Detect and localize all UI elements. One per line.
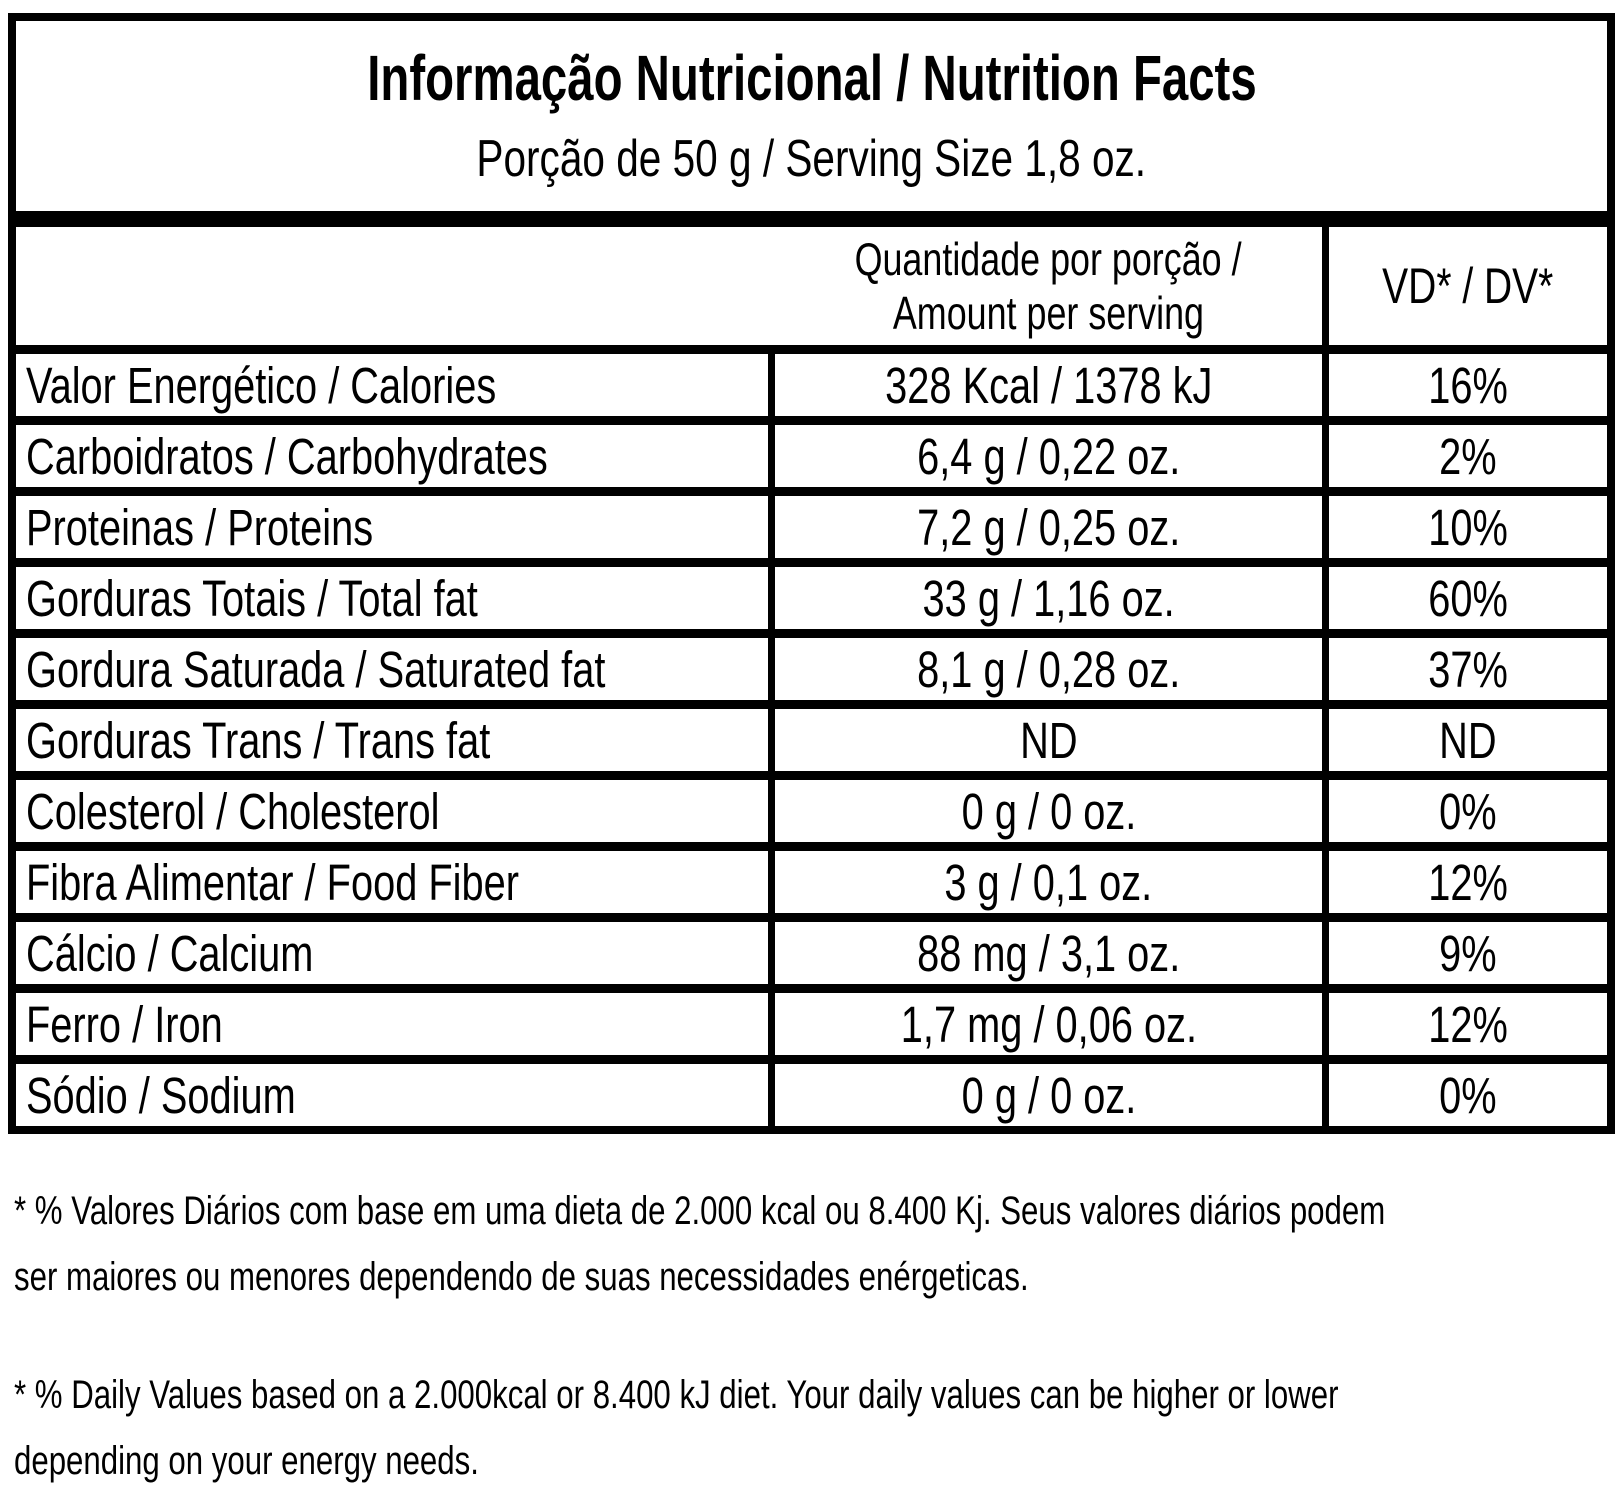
title-box: Informação Nutricional / Nutrition Facts… — [8, 13, 1615, 219]
nutrient-dv: 12% — [1428, 995, 1508, 1053]
table-row: Gorduras Totais / Total fat — [16, 567, 768, 629]
label-title-text: Informação Nutricional / Nutrition Facts — [366, 42, 1257, 115]
nutrient-label: Sódio / Sodium — [26, 1066, 296, 1124]
nutrient-label: Fibra Alimentar / Food Fiber — [26, 853, 520, 911]
header-amount-line1: Quantidade por porção / — [855, 233, 1242, 285]
nutrient-label: Carboidratos / Carbohydrates — [26, 427, 548, 485]
nutrient-dv: 9% — [1439, 924, 1497, 982]
nutrient-dv: 60% — [1428, 569, 1508, 627]
table-row: Cálcio / Calcium — [16, 922, 768, 984]
daily-values-note-pt-line2: ser maiores ou menores dependendo de sua… — [14, 1255, 1029, 1299]
daily-values-note-pt: * % Valores Diários com base em uma diet… — [14, 1178, 1620, 1310]
serving-size: Porção de 50 g / Serving Size 1,8 oz. — [382, 132, 1241, 187]
label-title: Informação Nutricional / Nutrition Facts — [211, 42, 1413, 115]
nutrient-label: Gordura Saturada / Saturated fat — [26, 640, 606, 698]
footnotes: * % Valores Diários com base em uma diet… — [14, 1178, 1620, 1494]
nutrient-amount: 33 g / 1,16 oz. — [922, 569, 1175, 627]
nutrient-dv: ND — [1439, 711, 1497, 769]
nutrient-amount: 8,1 g / 0,28 oz. — [916, 640, 1181, 698]
daily-values-note-en-line1: * % Daily Values based on a 2.000kcal or… — [14, 1373, 1339, 1417]
daily-values-note-en-line2: depending on your energy needs. — [14, 1439, 479, 1483]
serving-size-text: Porção de 50 g / Serving Size 1,8 oz. — [476, 130, 1147, 189]
nutrient-amount: 0 g / 0 oz. — [961, 1066, 1136, 1124]
table-row: Colesterol / Cholesterol — [16, 780, 768, 842]
nutrient-label: Proteinas / Proteins — [26, 498, 374, 556]
nutrient-label: Ferro / Iron — [26, 995, 223, 1053]
nutrient-label: Valor Energético / Calories — [26, 356, 497, 414]
nutrient-dv: 10% — [1428, 498, 1508, 556]
nutrient-amount: 328 Kcal / 1378 kJ — [884, 356, 1213, 414]
table-row: Gordura Saturada / Saturated fat — [16, 638, 768, 700]
table-row: Fibra Alimentar / Food Fiber — [16, 851, 768, 913]
nutrient-label: Colesterol / Cholesterol — [26, 782, 440, 840]
nutrient-amount: 0 g / 0 oz. — [961, 782, 1136, 840]
table-row: Carboidratos / Carbohydrates — [16, 425, 768, 487]
header-amount-line2: Amount per serving — [892, 287, 1205, 339]
daily-values-note-en: * % Daily Values based on a 2.000kcal or… — [14, 1362, 1620, 1494]
table-row: Ferro / Iron — [16, 993, 768, 1055]
table-row: Sódio / Sodium — [16, 1064, 768, 1126]
table-row: Proteinas / Proteins — [16, 496, 768, 558]
nutrient-amount: ND — [1019, 711, 1078, 769]
nutrient-amount: 7,2 g / 0,25 oz. — [916, 498, 1181, 556]
daily-values-note-pt-line1: * % Valores Diários com base em uma diet… — [14, 1189, 1386, 1233]
nutrient-dv: 0% — [1439, 782, 1497, 840]
nutrient-amount: 3 g / 0,1 oz. — [944, 853, 1153, 911]
nutrient-dv: 12% — [1428, 853, 1508, 911]
nutrient-dv: 37% — [1428, 640, 1508, 698]
header-dv-cell: VD* / DV* — [1329, 227, 1607, 345]
table-row: Valor Energético / Calories — [16, 354, 768, 416]
nutrient-dv: 0% — [1439, 1066, 1497, 1124]
nutrient-amount: 6,4 g / 0,22 oz. — [916, 427, 1181, 485]
nutrient-amount: 88 mg / 3,1 oz. — [916, 924, 1181, 982]
nutrient-dv: 16% — [1428, 356, 1508, 414]
header-amount-cell: Quantidade por porção / Amount per servi… — [16, 227, 1322, 345]
header-dv-text: VD* / DV* — [1382, 258, 1554, 314]
nutrient-label: Gorduras Totais / Total fat — [26, 569, 478, 627]
nutrient-dv: 2% — [1439, 427, 1497, 485]
nutrition-table: Quantidade por porção / Amount per servi… — [8, 219, 1615, 1134]
nutrient-label: Cálcio / Calcium — [26, 924, 314, 982]
header-amount: Quantidade por porção / Amount per servi… — [775, 232, 1322, 340]
nutrient-amount: 1,7 mg / 0,06 oz. — [900, 995, 1197, 1053]
table-row: Gorduras Trans / Trans fat — [16, 709, 768, 771]
nutrient-label: Gorduras Trans / Trans fat — [26, 711, 491, 769]
